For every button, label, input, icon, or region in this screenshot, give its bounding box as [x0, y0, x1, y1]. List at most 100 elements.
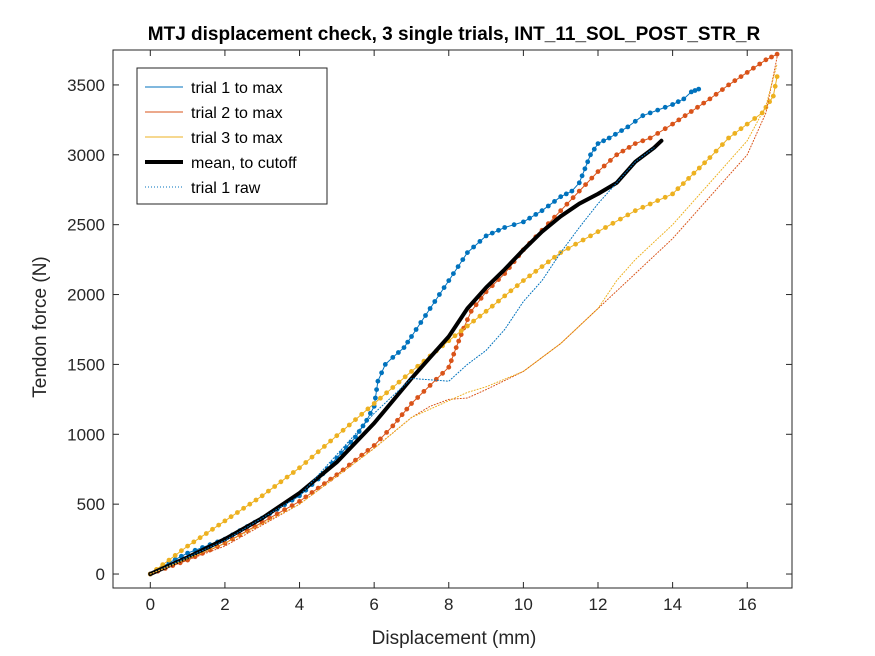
data-point — [686, 176, 691, 181]
data-point — [235, 510, 240, 515]
data-point — [473, 302, 479, 308]
data-point — [588, 233, 593, 239]
data-point — [579, 173, 585, 179]
data-point — [284, 474, 290, 480]
data-point — [688, 89, 694, 95]
data-point — [521, 219, 526, 225]
x-tick-label: 10 — [514, 595, 533, 614]
data-point — [371, 401, 377, 406]
data-point — [675, 99, 681, 105]
data-point — [328, 438, 333, 444]
data-point — [647, 135, 653, 141]
y-tick-label: 1500 — [67, 355, 105, 374]
legend-label: trial 1 raw — [191, 180, 261, 197]
data-point — [371, 443, 377, 448]
data-point — [451, 271, 456, 276]
y-tick-label: 500 — [77, 495, 105, 514]
data-point — [446, 364, 452, 370]
legend-item: trial 3 to max — [145, 130, 283, 147]
data-point — [401, 345, 407, 350]
data-point — [696, 86, 702, 92]
y-axis-label: Tendon force (N) — [30, 256, 51, 398]
data-point — [692, 88, 698, 93]
data-point — [606, 135, 612, 141]
data-point — [647, 110, 653, 116]
data-point — [334, 433, 340, 439]
data-point — [373, 395, 378, 401]
data-point — [713, 148, 719, 154]
data-point — [552, 199, 557, 204]
data-point — [676, 117, 682, 123]
series-6 — [149, 63, 778, 575]
data-point — [303, 460, 309, 465]
x-tick-label: 8 — [444, 595, 453, 614]
data-point — [675, 186, 681, 192]
data-point — [591, 146, 597, 152]
data-point — [691, 170, 697, 176]
data-point — [477, 313, 483, 319]
data-point — [702, 160, 707, 166]
data-point — [384, 430, 389, 435]
data-point — [433, 376, 439, 382]
data-point — [446, 278, 452, 283]
data-point — [471, 244, 476, 250]
data-point — [613, 131, 618, 137]
data-point — [772, 83, 778, 89]
data-point — [618, 216, 623, 222]
data-point — [732, 131, 738, 136]
data-point — [309, 454, 315, 460]
data-point — [409, 334, 414, 339]
x-tick-label: 6 — [369, 595, 378, 614]
data-point — [465, 317, 470, 323]
legend-label: mean, to cutoff — [191, 155, 297, 172]
data-point — [282, 507, 287, 513]
data-point — [441, 285, 447, 290]
data-point — [767, 99, 772, 105]
data-point — [670, 102, 675, 107]
series-line — [148, 138, 664, 576]
data-point — [315, 449, 321, 455]
data-point — [744, 121, 750, 127]
data-point — [427, 383, 433, 388]
data-point — [527, 215, 532, 221]
data-point — [477, 239, 483, 244]
legend-box — [136, 67, 328, 205]
data-point — [179, 548, 184, 554]
data-point — [763, 57, 769, 63]
data-point — [738, 126, 744, 132]
data-point — [340, 427, 346, 433]
data-point — [390, 355, 396, 360]
data-point — [502, 293, 508, 299]
data-point — [448, 358, 454, 364]
data-point — [340, 467, 346, 473]
data-point — [625, 124, 631, 130]
data-point — [415, 395, 421, 400]
data-point — [759, 110, 765, 116]
data-point — [720, 142, 725, 148]
data-point — [626, 145, 632, 150]
data-point — [375, 378, 381, 384]
data-point — [455, 264, 461, 269]
data-point — [545, 259, 551, 265]
data-point — [185, 550, 191, 556]
series-4 — [149, 147, 655, 575]
data-point — [655, 198, 661, 204]
data-point — [533, 212, 539, 217]
data-point — [576, 180, 582, 186]
legend-item: mean, to cutoff — [145, 155, 297, 172]
data-point — [603, 225, 608, 230]
data-point — [569, 188, 575, 194]
data-point — [774, 74, 780, 79]
plot-area — [147, 51, 780, 577]
data-point — [404, 406, 410, 412]
data-point — [483, 308, 489, 314]
y-tick-labels: 0 500 1000 1500 2000 2500 3000 3500 — [67, 76, 105, 584]
data-point — [757, 61, 763, 67]
data-point — [774, 51, 780, 57]
data-point — [696, 165, 702, 171]
x-tick-label: 0 — [146, 595, 155, 614]
data-point — [632, 208, 638, 214]
data-point — [580, 237, 586, 243]
data-point — [558, 194, 564, 200]
legend-label: trial 1 to max — [191, 80, 283, 97]
